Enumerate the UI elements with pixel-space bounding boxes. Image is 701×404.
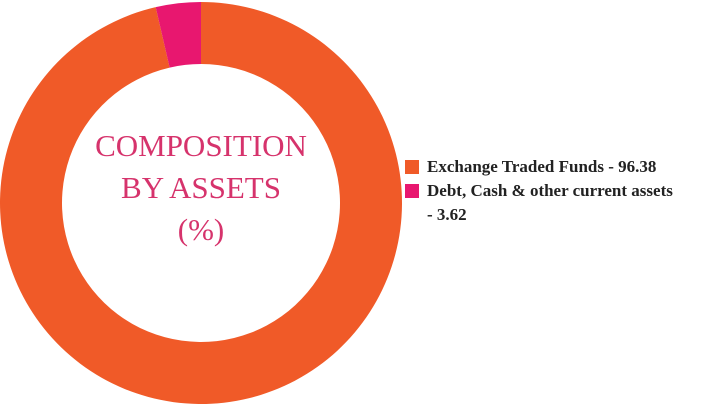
donut-slice [0,2,402,404]
legend-label: Debt, Cash & other current assets - 3.62 [427,181,673,224]
donut-slice [155,2,201,68]
legend-label: Exchange Traded Funds - 96.38 [427,157,657,176]
chart-title: (%) [178,212,224,247]
chart-title: COMPOSITION [95,128,307,163]
legend: Exchange Traded Funds - 96.38 Debt, Cash … [405,155,675,227]
legend-item: Debt, Cash & other current assets - 3.62 [405,179,675,227]
legend-item: Exchange Traded Funds - 96.38 [405,155,675,179]
legend-swatch [405,184,419,198]
legend-swatch [405,160,419,174]
chart-title: BY ASSETS [121,170,281,205]
